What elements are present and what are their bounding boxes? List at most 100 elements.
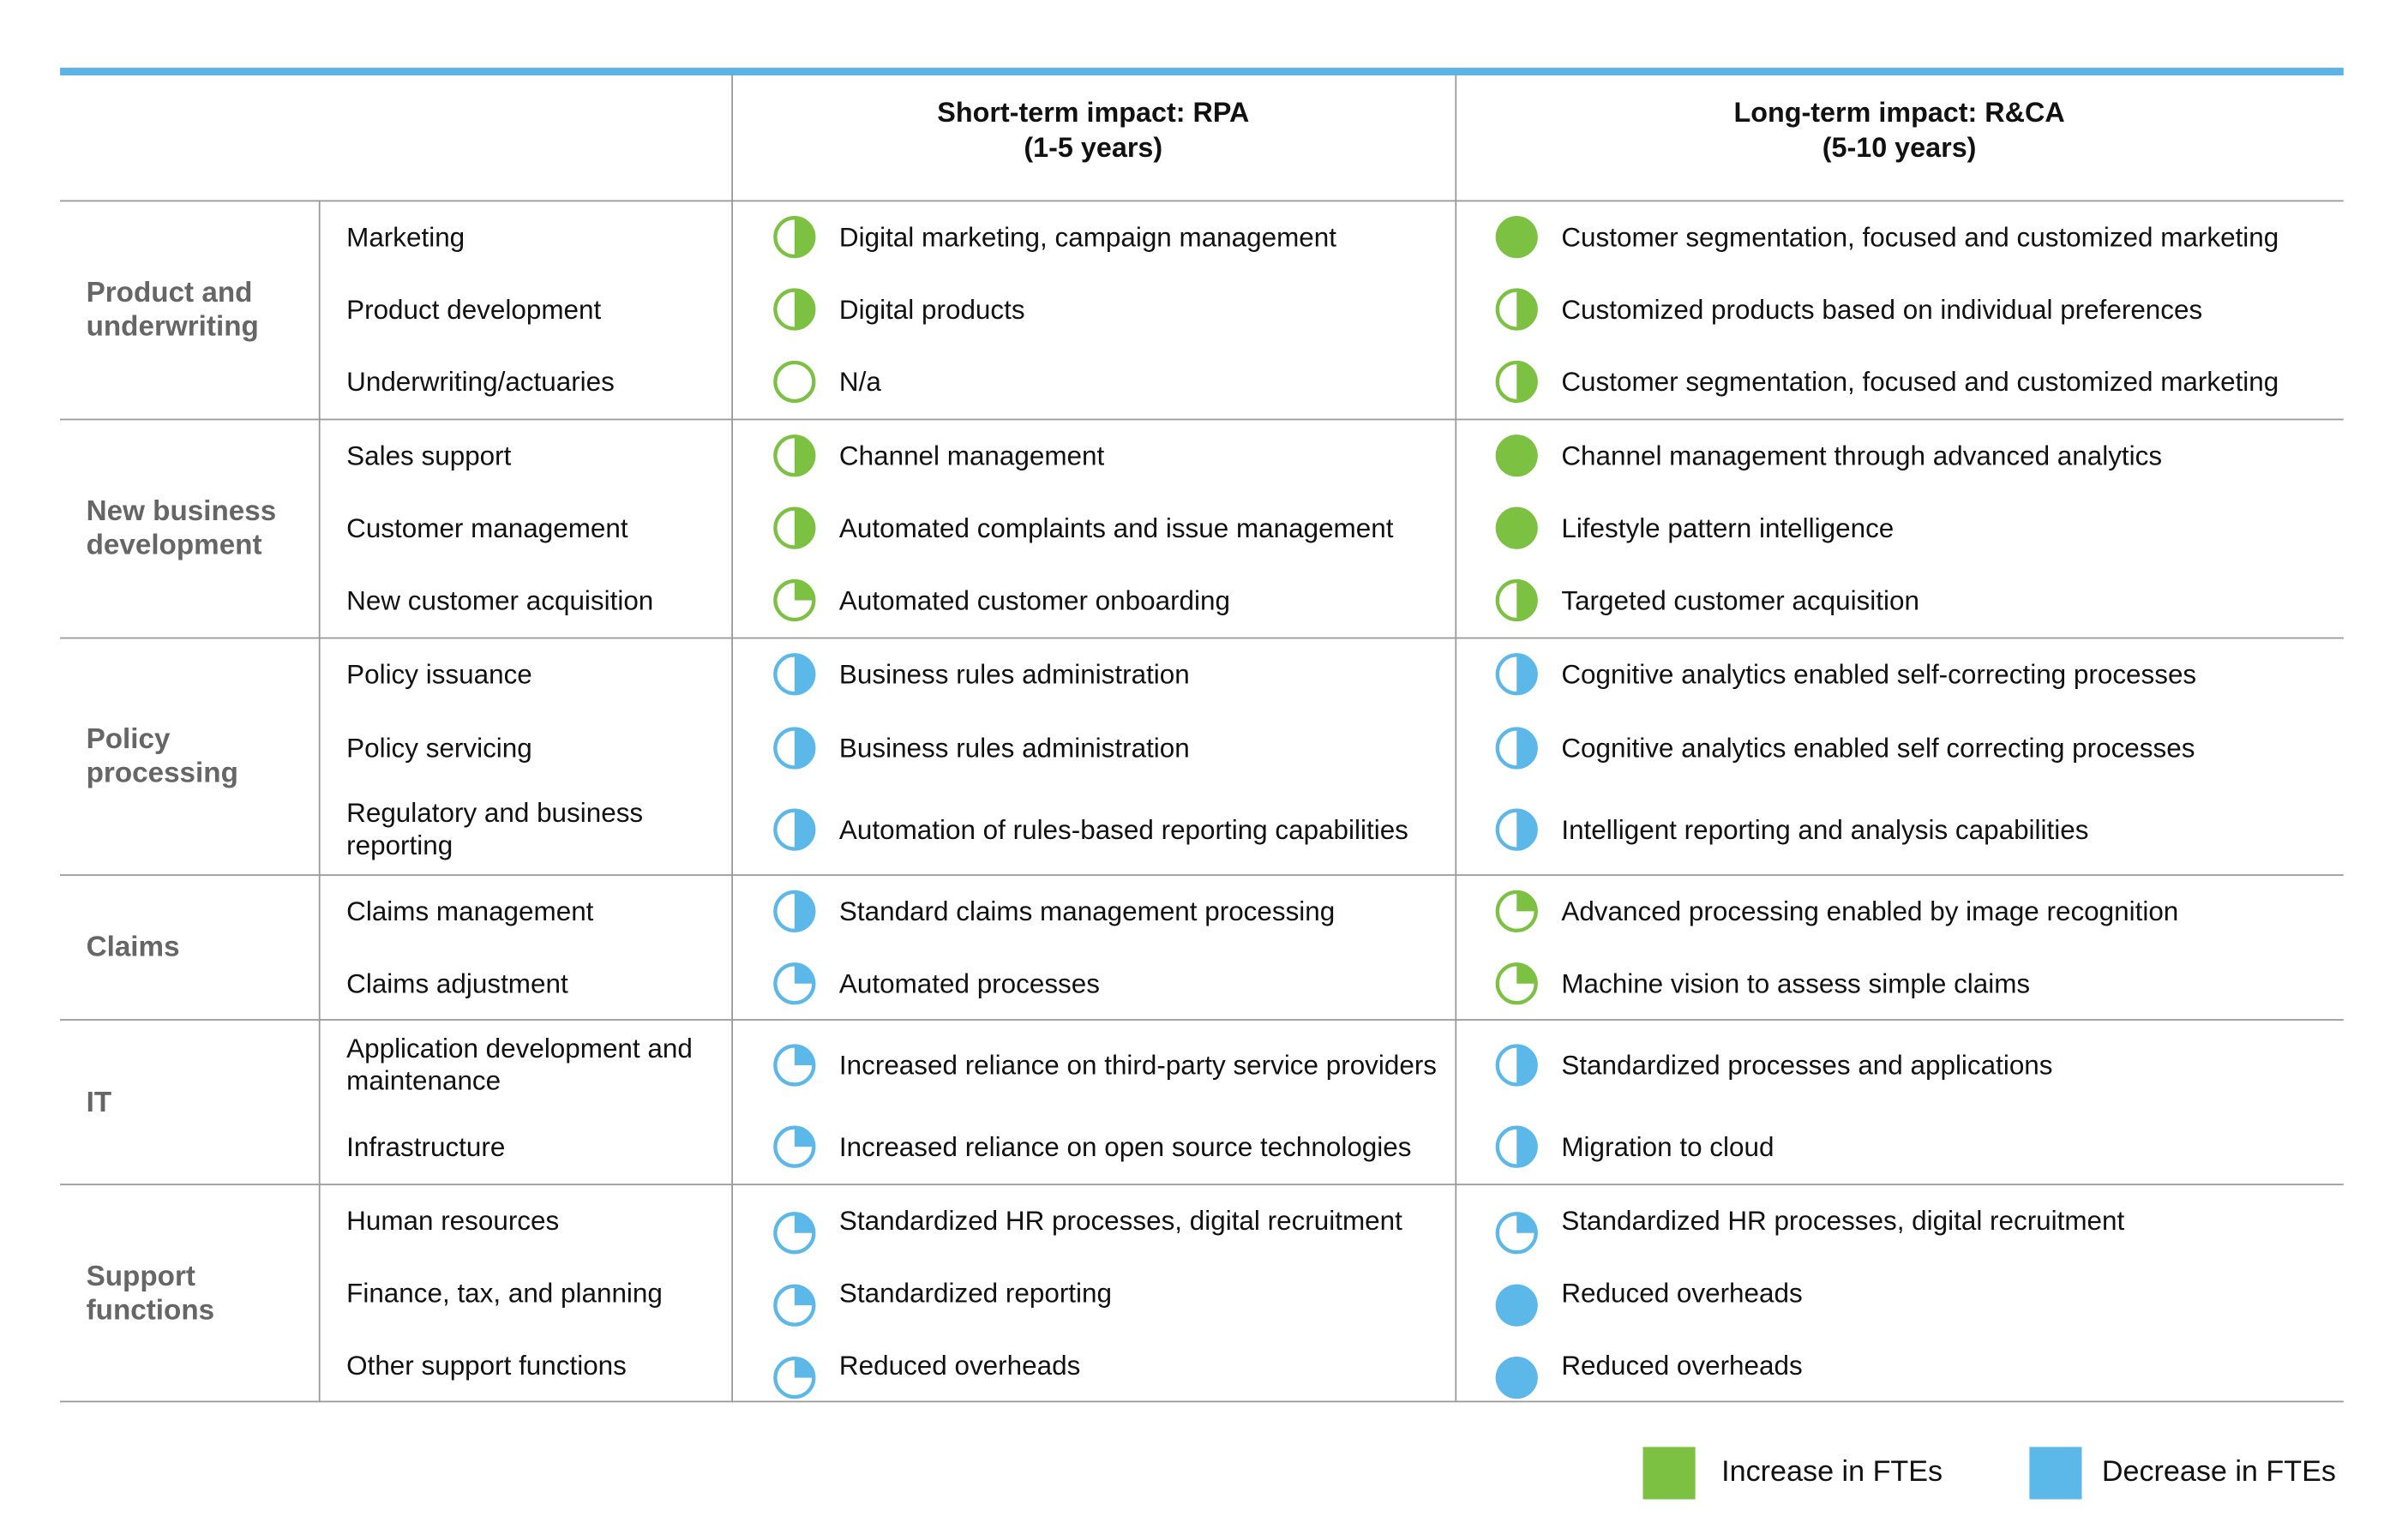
header-long-term-years: (5-10 years)	[1822, 132, 1977, 164]
harvey-ball-full-icon	[1495, 506, 1538, 549]
short-term-impact-text: Standard claims management processing	[838, 895, 1336, 926]
row-divider	[60, 1400, 2344, 1403]
long-term-impact-text: Standardized processes and applications	[1561, 1049, 2053, 1081]
short-term-impact-text: Business rules administration	[838, 657, 1190, 689]
long-term-impact-text: Machine vision to assess simple claims	[1561, 967, 2031, 998]
row-divider	[60, 1019, 2344, 1021]
long-term-impact-text: Standardized HR processes, digital recru…	[1561, 1204, 2125, 1236]
row-divider	[60, 1183, 2344, 1186]
harvey-ball-half-icon	[1495, 288, 1538, 331]
legend-swatch-decrease	[2029, 1447, 2082, 1500]
long-term-impact-text: Targeted customer acquisition	[1561, 584, 1919, 615]
column-divider	[318, 200, 321, 1403]
harvey-ball-quarter-icon	[1495, 962, 1538, 1005]
row-divider	[60, 418, 2344, 421]
row-divider	[60, 200, 2344, 202]
long-term-impact-text: Migration to cloud	[1561, 1130, 1774, 1162]
harvey-ball-half-icon	[1495, 578, 1538, 622]
harvey-ball-half-icon	[1495, 1044, 1538, 1087]
header-short-term-title: Short-term impact: RPA	[937, 97, 1250, 129]
legend-label-increase: Increase in FTEs	[1721, 1456, 1943, 1489]
function-label: Infrastructure	[346, 1130, 506, 1162]
function-label: Regulatory and business reporting	[346, 797, 644, 861]
harvey-ball-full-icon	[1495, 216, 1538, 259]
long-term-impact-text: Customer segmentation, focused and custo…	[1561, 220, 2279, 252]
harvey-ball-half-icon	[773, 506, 816, 549]
harvey-ball-quarter-icon	[1495, 890, 1538, 932]
harvey-ball-quarter-icon	[773, 1284, 816, 1327]
function-label: Underwriting/actuaries	[346, 365, 615, 397]
top-rule	[60, 68, 2344, 76]
harvey-ball-full-icon	[1495, 434, 1538, 477]
function-label: Claims management	[346, 895, 594, 926]
short-term-impact-text: Automated processes	[838, 967, 1100, 998]
header-short-term: Short-term impact: RPA (1-5 years)	[731, 95, 1455, 166]
harvey-ball-quarter-icon	[773, 578, 816, 622]
category-label: Support functions	[86, 1258, 215, 1325]
function-label: Customer management	[346, 512, 628, 543]
header-long-term: Long-term impact: R&CA (5-10 years)	[1455, 95, 2343, 166]
harvey-ball-full-icon	[1495, 1356, 1538, 1399]
long-term-impact-text: Cognitive analytics enabled self-correct…	[1561, 657, 2197, 689]
category-label: New business development	[86, 494, 277, 560]
harvey-ball-half-icon	[773, 216, 816, 259]
harvey-ball-half-icon	[1495, 808, 1538, 851]
harvey-ball-quarter-icon	[773, 1044, 816, 1087]
short-term-impact-text: Automated complaints and issue managemen…	[838, 512, 1394, 543]
short-term-impact-text: Standardized HR processes, digital recru…	[838, 1204, 1402, 1236]
function-label: Human resources	[346, 1204, 560, 1236]
harvey-ball-full-icon	[1495, 1284, 1538, 1327]
function-label: Other support functions	[346, 1349, 627, 1381]
long-term-impact-text: Reduced overheads	[1561, 1276, 1803, 1308]
harvey-ball-quarter-icon	[773, 962, 816, 1005]
short-term-impact-text: Digital products	[838, 293, 1025, 325]
long-term-impact-text: Customized products based on individual …	[1561, 293, 2203, 325]
long-term-impact-text: Advanced processing enabled by image rec…	[1561, 895, 2179, 926]
header-long-term-title: Long-term impact: R&CA	[1733, 97, 2065, 129]
function-label: Finance, tax, and planning	[346, 1276, 663, 1308]
harvey-ball-half-icon	[1495, 360, 1538, 404]
function-label: Application development and maintenance	[346, 1033, 693, 1096]
legend-swatch-increase	[1642, 1447, 1696, 1500]
long-term-impact-text: Cognitive analytics enabled self correct…	[1561, 732, 2195, 764]
long-term-impact-text: Reduced overheads	[1561, 1349, 1803, 1381]
function-label: Policy servicing	[346, 732, 532, 764]
long-term-impact-text: Customer segmentation, focused and custo…	[1561, 365, 2279, 397]
short-term-impact-text: Increased reliance on third-party servic…	[838, 1049, 1438, 1081]
harvey-ball-half-icon	[1495, 1125, 1538, 1168]
header-short-term-years: (1-5 years)	[1024, 132, 1163, 164]
harvey-ball-half-icon	[773, 288, 816, 331]
function-label: Product development	[346, 293, 602, 325]
harvey-ball-half-icon	[1495, 727, 1538, 770]
function-label: Policy issuance	[346, 657, 532, 689]
harvey-ball-half-icon	[773, 808, 816, 851]
category-label: Product and underwriting	[86, 275, 259, 342]
category-label: Policy processing	[86, 722, 238, 788]
short-term-impact-text: Automated customer onboarding	[838, 584, 1230, 615]
harvey-ball-half-icon	[773, 434, 816, 477]
short-term-impact-text: Standardized reporting	[838, 1276, 1112, 1308]
function-label: Marketing	[346, 220, 465, 252]
short-term-impact-text: Business rules administration	[838, 732, 1190, 764]
harvey-ball-quarter-icon	[773, 1212, 816, 1255]
harvey-ball-half-icon	[773, 727, 816, 770]
harvey-ball-empty-icon	[773, 360, 816, 404]
short-term-impact-text: Channel management	[838, 439, 1105, 470]
harvey-ball-half-icon	[773, 653, 816, 696]
column-divider	[1455, 74, 1457, 1403]
long-term-impact-text: Channel management through advanced anal…	[1561, 439, 2163, 470]
function-label: Claims adjustment	[346, 967, 568, 998]
short-term-impact-text: Digital marketing, campaign management	[838, 220, 1337, 252]
row-divider	[60, 637, 2344, 639]
short-term-impact-text: Reduced overheads	[838, 1349, 1081, 1381]
short-term-impact-text: Automation of rules-based reporting capa…	[838, 813, 1408, 845]
harvey-ball-half-icon	[1495, 653, 1538, 696]
category-label: Claims	[86, 929, 180, 962]
column-divider	[731, 74, 733, 1403]
row-divider	[60, 874, 2344, 877]
harvey-ball-quarter-icon	[773, 1356, 816, 1399]
harvey-ball-quarter-icon	[1495, 1212, 1538, 1255]
long-term-impact-text: Lifestyle pattern intelligence	[1561, 512, 1895, 543]
long-term-impact-text: Intelligent reporting and analysis capab…	[1561, 813, 2089, 845]
